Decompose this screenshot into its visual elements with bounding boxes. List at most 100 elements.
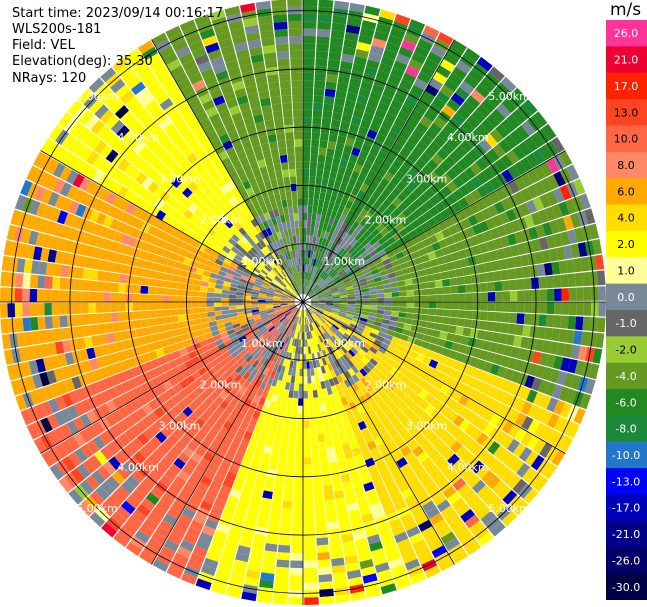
- range-gate: [314, 321, 320, 329]
- range-gate: [312, 360, 317, 369]
- range-gate: [465, 302, 474, 311]
- range-gate: [324, 275, 331, 282]
- range-gate: [265, 303, 274, 306]
- range-gate: [353, 430, 364, 441]
- range-gate: [542, 367, 553, 381]
- range-gate: [73, 142, 88, 158]
- range-gate: [44, 289, 52, 302]
- range-gate: [297, 309, 301, 317]
- range-gate: [494, 158, 508, 173]
- range-gate: [286, 198, 293, 207]
- range-gate: [339, 292, 348, 296]
- range-gate: [373, 321, 382, 327]
- range-gate: [140, 310, 149, 320]
- range-gate: [367, 97, 380, 109]
- range-gate: [292, 235, 297, 244]
- range-gate: [251, 209, 259, 219]
- range-gate: [340, 249, 348, 258]
- range-gate: [149, 124, 163, 138]
- range-gate: [134, 529, 151, 544]
- range-gate: [240, 404, 250, 415]
- range-gate: [256, 83, 269, 93]
- range-gate: [347, 246, 356, 255]
- range-gate: [429, 420, 441, 433]
- range-gate: [234, 41, 249, 53]
- range-gate: [40, 343, 50, 358]
- range-gate: [292, 315, 297, 323]
- range-gate: [270, 317, 278, 323]
- range-gate: [274, 581, 289, 590]
- range-gate: [345, 184, 354, 194]
- range-gate: [289, 282, 295, 290]
- range-gate: [268, 385, 276, 394]
- range-gate: [14, 303, 23, 318]
- range-gate: [458, 344, 468, 354]
- range-gate: [387, 391, 398, 401]
- range-gate: [325, 256, 332, 265]
- range-gate: [310, 154, 318, 162]
- range-gate: [495, 248, 506, 260]
- range-gate: [130, 81, 146, 96]
- range-gate: [368, 388, 378, 398]
- range-gate: [177, 302, 185, 309]
- range-gate: [546, 174, 560, 190]
- range-gate: [232, 257, 241, 265]
- range-gate: [482, 167, 495, 181]
- range-gate: [110, 282, 119, 293]
- range-gate: [243, 341, 251, 349]
- range-gate: [178, 52, 194, 65]
- range-gate: [84, 220, 96, 234]
- range-gate: [318, 303, 326, 306]
- range-gate: [471, 499, 487, 514]
- range-gate: [213, 302, 222, 307]
- range-gate: [411, 319, 421, 327]
- range-gate: [333, 368, 341, 377]
- range-gate: [186, 271, 196, 279]
- range-gate: [303, 508, 315, 517]
- range-gate: [216, 416, 227, 427]
- range-gate: [282, 290, 290, 296]
- range-gate: [399, 307, 407, 313]
- range-gate: [281, 326, 287, 334]
- range-gate: [463, 436, 476, 450]
- range-gate: [308, 307, 315, 313]
- range-gate: [340, 324, 349, 331]
- range-gate: [181, 464, 195, 476]
- range-gate: [295, 227, 300, 236]
- range-gate: [292, 102, 303, 110]
- range-gate: [574, 227, 585, 243]
- range-gate: [26, 165, 40, 182]
- range-gate: [66, 154, 80, 169]
- range-gate: [316, 260, 322, 268]
- range-gate: [254, 318, 263, 324]
- range-gate: [375, 350, 384, 359]
- range-gate: [313, 485, 324, 495]
- range-gate: [469, 520, 485, 535]
- range-gate: [57, 112, 73, 129]
- range-gate: [369, 146, 380, 157]
- range-gate: [282, 358, 288, 367]
- range-gate: [213, 208, 224, 219]
- range-gate: [350, 346, 359, 355]
- range-gate: [187, 181, 199, 193]
- range-gate: [368, 52, 382, 63]
- range-gate: [336, 358, 344, 367]
- range-gate: [285, 320, 291, 328]
- range-gate: [294, 375, 300, 384]
- range-gate: [431, 369, 442, 380]
- range-gate: [69, 121, 84, 137]
- range-gate: [292, 516, 303, 524]
- range-gate: [377, 236, 387, 245]
- range-gate: [363, 242, 373, 251]
- range-gate: [320, 325, 327, 333]
- range-gate: [391, 524, 406, 537]
- range-gate: [152, 558, 169, 572]
- range-gate: [378, 390, 388, 400]
- range-gate: [315, 50, 329, 60]
- range-gate: [338, 313, 346, 318]
- range-gate: [376, 371, 386, 381]
- range-gate: [310, 304, 318, 307]
- range-gate: [263, 279, 271, 285]
- range-gate: [166, 58, 182, 72]
- range-gate: [453, 415, 465, 428]
